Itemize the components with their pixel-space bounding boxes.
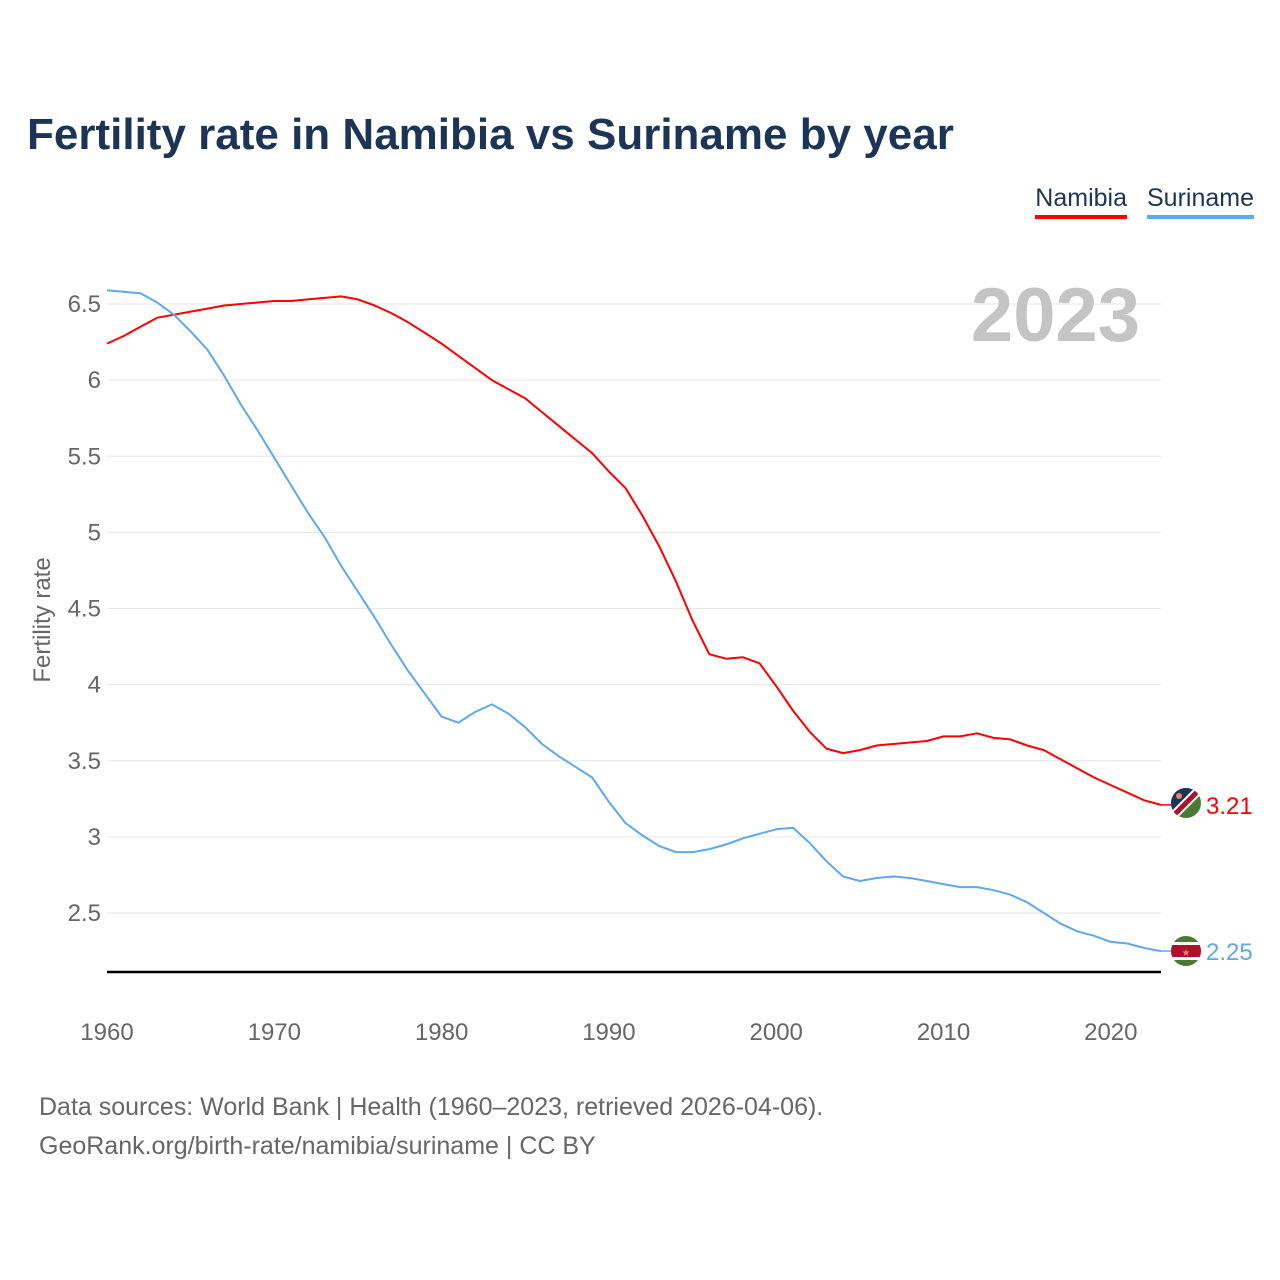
y-axis-title: Fertility rate (29, 557, 56, 682)
y-tick-label: 6 (88, 367, 101, 394)
legend: Namibia Suriname (1035, 184, 1254, 219)
legend-suriname[interactable]: Suriname (1147, 184, 1254, 219)
y-tick-label: 3 (88, 824, 101, 851)
end-value-label-namibia: 3.21 (1206, 793, 1253, 820)
end-value-label-suriname: 2.25 (1206, 939, 1253, 966)
x-tick-label: 2000 (750, 1019, 803, 1046)
x-tick-label: 2010 (917, 1019, 970, 1046)
year-watermark: 2023 (971, 273, 1140, 358)
x-tick-label: 2020 (1084, 1019, 1137, 1046)
source-line-2[interactable]: GeoRank.org/birth-rate/namibia/suriname … (39, 1132, 596, 1160)
svg-text:★: ★ (1182, 948, 1191, 959)
series-line-namibia (106, 295, 1162, 806)
y-tick-label: 5 (88, 519, 101, 546)
suriname-flag-icon: ★ (1171, 936, 1201, 966)
x-tick-label: 1990 (582, 1019, 635, 1046)
x-tick-label: 1980 (415, 1019, 468, 1046)
y-tick-label: 2.5 (68, 900, 101, 927)
y-tick-label: 3.5 (68, 748, 101, 775)
series-line-suriname (106, 289, 1162, 953)
legend-namibia[interactable]: Namibia (1035, 184, 1127, 219)
source-note: Data sources: World Bank | Health (1960–… (39, 1088, 823, 1166)
y-tick-label: 5.5 (68, 443, 101, 470)
chart-title: Fertility rate in Namibia vs Suriname by… (27, 110, 954, 159)
source-line-1: Data sources: World Bank | Health (1960–… (39, 1093, 824, 1121)
y-tick-label: 6.5 (68, 291, 101, 318)
y-tick-label: 4.5 (68, 596, 101, 623)
y-tick-label: 4 (88, 672, 101, 699)
x-tick-label: 1970 (248, 1019, 301, 1046)
namibia-flag-icon (1171, 788, 1201, 818)
x-tick-label: 1960 (80, 1019, 133, 1046)
